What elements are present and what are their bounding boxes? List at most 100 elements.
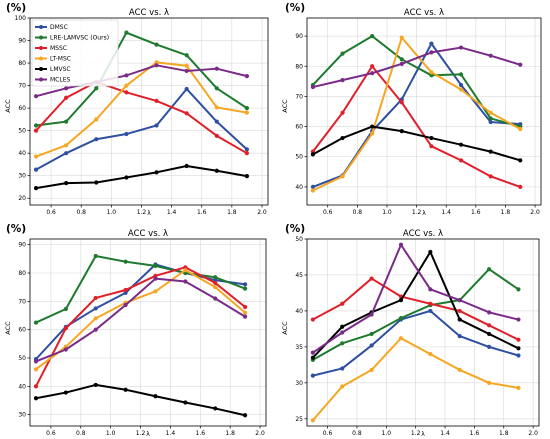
x-axis-label: λ (146, 431, 150, 438)
x-tick-label: 1.6 (471, 209, 481, 216)
data-point (244, 74, 250, 79)
y-axis-label: ACC (4, 99, 12, 113)
data-point (486, 344, 492, 349)
data-point (213, 296, 218, 301)
series (310, 249, 521, 360)
y-tick-label: 40 (295, 184, 303, 191)
data-point (33, 123, 39, 128)
data-point (242, 286, 248, 291)
y-tick-label: 30 (18, 412, 26, 419)
data-point (123, 287, 128, 293)
data-point (310, 350, 315, 355)
data-point (340, 324, 345, 329)
series-line (35, 31, 248, 127)
data-point (399, 129, 404, 134)
series (310, 45, 523, 90)
data-point (94, 86, 99, 91)
data-point (214, 86, 219, 91)
data-point (428, 301, 433, 306)
series-line (312, 36, 521, 192)
data-point (310, 184, 316, 190)
y-tick-label: 50 (295, 154, 303, 161)
data-point (124, 73, 129, 78)
series-line (35, 255, 246, 324)
series-line (35, 61, 248, 158)
data-point (340, 110, 345, 115)
series-line (35, 64, 248, 98)
series (310, 242, 521, 355)
data-point (369, 276, 374, 281)
data-point (214, 133, 219, 138)
data-point (370, 71, 375, 76)
x-tick-label: 0.6 (323, 430, 333, 437)
x-tick-label: 1.2 (137, 209, 147, 216)
chart-panel: (%) ACC vs. λ ACC λ 20 30 40 50 60 70 80 90 100 0… (4, 2, 269, 217)
series-line (312, 250, 519, 359)
data-point (184, 68, 189, 74)
data-point (399, 61, 404, 66)
series (33, 253, 248, 325)
x-tick-label: 2.0 (257, 209, 267, 216)
data-point (457, 317, 462, 322)
data-point (398, 336, 404, 341)
data-point (340, 135, 345, 141)
data-point (457, 333, 462, 339)
data-point (64, 119, 69, 124)
x-tick-label: 1.4 (166, 430, 176, 437)
x-tick-label: 1.4 (440, 430, 450, 437)
data-point (153, 394, 158, 399)
y-tick-label: 80 (18, 270, 26, 277)
grid (307, 18, 541, 205)
data-point (399, 35, 404, 40)
y-tick-label: 30 (295, 380, 303, 387)
legend-box (31, 19, 119, 87)
data-point (64, 95, 69, 100)
legend-label: MSSC (50, 45, 67, 52)
data-point (64, 86, 69, 91)
data-point (244, 174, 250, 179)
data-point (33, 396, 39, 401)
series-line (312, 309, 519, 377)
data-point (516, 346, 521, 351)
data-point (93, 382, 98, 388)
x-tick-label: 0.8 (76, 430, 86, 437)
series (33, 30, 250, 128)
x-tick-label: 1.4 (167, 209, 177, 216)
data-point (184, 53, 189, 58)
y-tick-label: 50 (18, 355, 26, 362)
y-tick-label: 35 (295, 344, 303, 351)
data-point (154, 98, 159, 104)
data-point (428, 308, 433, 314)
x-tick-label: 1.0 (107, 209, 117, 216)
series (310, 276, 521, 342)
data-point (124, 83, 129, 88)
data-point (153, 289, 158, 294)
data-point (93, 253, 98, 259)
data-point (429, 73, 434, 78)
series (310, 33, 523, 129)
x-tick-label: 2.0 (528, 430, 538, 437)
data-point (488, 110, 493, 115)
series-line (312, 125, 521, 162)
data-point (518, 126, 523, 132)
data-point (428, 287, 433, 292)
data-point (310, 355, 315, 360)
chart-panel: (%) ACC vs. λ ACC λ 40 50 60 70 80 90 0.6 0.8 1.… (281, 2, 542, 217)
series-line (35, 80, 248, 155)
data-point (154, 60, 159, 65)
y-tick-label: 90 (295, 33, 303, 40)
data-point (184, 86, 189, 92)
data-point (244, 110, 250, 115)
data-point (184, 111, 189, 116)
data-point (488, 116, 493, 121)
data-point (486, 310, 492, 315)
data-point (370, 131, 375, 136)
chart-panel: (%) ACC vs. λ ACC λ 25 30 35 40 45 50 0.6 0.8 1.… (281, 223, 540, 438)
data-point (310, 188, 316, 193)
data-point (214, 105, 219, 110)
data-point (33, 154, 39, 159)
series-line (312, 35, 521, 128)
x-tick-label: 1.8 (499, 430, 509, 437)
data-point (213, 285, 218, 290)
y-tick-label: 40 (18, 150, 26, 157)
